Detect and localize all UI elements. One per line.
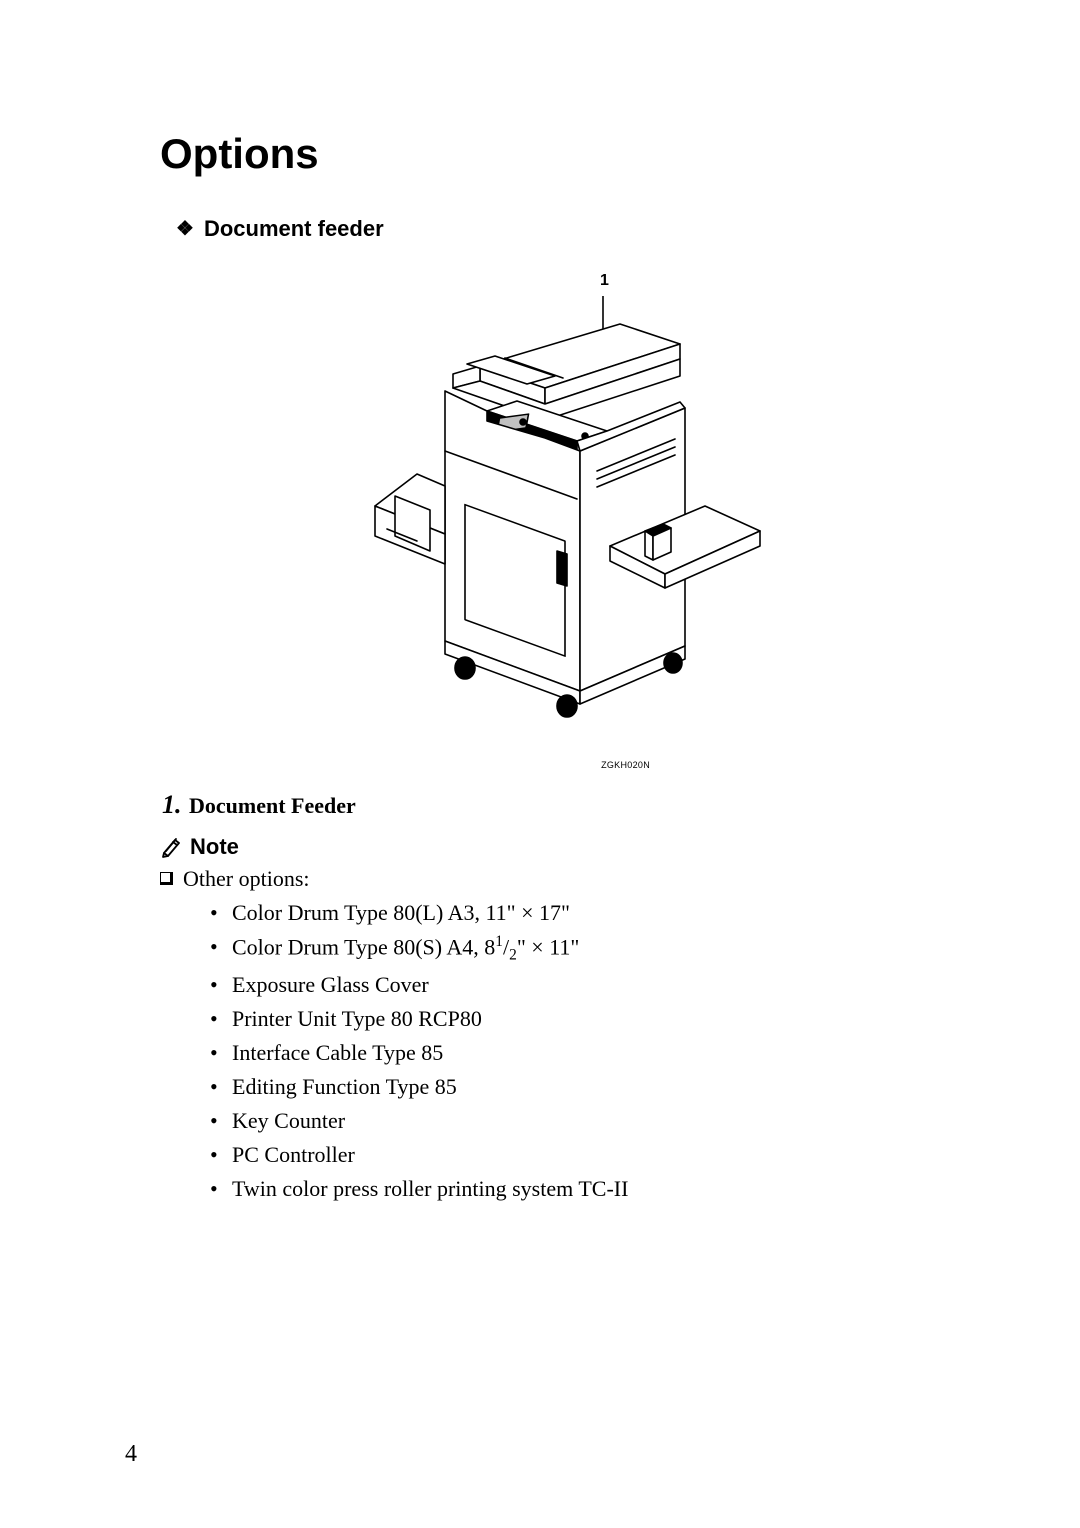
- section-heading: ❖ Document feeder: [176, 216, 950, 242]
- list-item: Twin color press roller printing system …: [210, 1172, 950, 1206]
- printer-illustration: [345, 296, 765, 746]
- figure-callout-1: 1: [600, 272, 609, 290]
- page-number: 4: [125, 1441, 137, 1468]
- note-intro-line: Other options:: [160, 866, 950, 892]
- options-list: Color Drum Type 80(L) A3, 11" × 17" Colo…: [210, 896, 950, 1206]
- note-heading-text: Note: [190, 834, 239, 860]
- page-content: Options ❖ Document feeder 1: [0, 0, 1080, 1266]
- pencil-icon: [160, 836, 184, 858]
- option-text: Color Drum Type 80(L) A3, 11" × 17": [232, 900, 570, 925]
- page-title: Options: [160, 130, 950, 178]
- figure-container: 1: [160, 272, 950, 752]
- option-text: Twin color press roller printing system …: [232, 1176, 628, 1201]
- list-item: Color Drum Type 80(L) A3, 11" × 17": [210, 896, 950, 930]
- list-item: PC Controller: [210, 1138, 950, 1172]
- list-item: Printer Unit Type 80 RCP80: [210, 1002, 950, 1036]
- note-intro-text: Other options:: [183, 866, 310, 892]
- list-item: Editing Function Type 85: [210, 1070, 950, 1104]
- note-heading: Note: [160, 834, 950, 860]
- list-item: Exposure Glass Cover: [210, 968, 950, 1002]
- item-number: 1.: [162, 790, 182, 819]
- item-label-text: Document Feeder: [189, 793, 356, 818]
- figure-code: ZGKH020N: [160, 760, 650, 770]
- square-bullet-icon: [160, 872, 173, 885]
- printer-figure: 1: [345, 272, 765, 752]
- list-item: Key Counter: [210, 1104, 950, 1138]
- option-text: Key Counter: [232, 1108, 345, 1133]
- section-heading-text: Document feeder: [204, 216, 384, 241]
- option-text: Editing Function Type 85: [232, 1074, 457, 1099]
- option-text: Exposure Glass Cover: [232, 972, 429, 997]
- diamond-icon: ❖: [176, 216, 194, 241]
- option-text: Interface Cable Type 85: [232, 1040, 443, 1065]
- option-text: Printer Unit Type 80 RCP80: [232, 1006, 482, 1031]
- numbered-item: 1. Document Feeder: [162, 790, 950, 820]
- option-text: PC Controller: [232, 1142, 355, 1167]
- list-item: Interface Cable Type 85: [210, 1036, 950, 1070]
- list-item: Color Drum Type 80(S) A4, 81/2" × 11": [210, 930, 950, 968]
